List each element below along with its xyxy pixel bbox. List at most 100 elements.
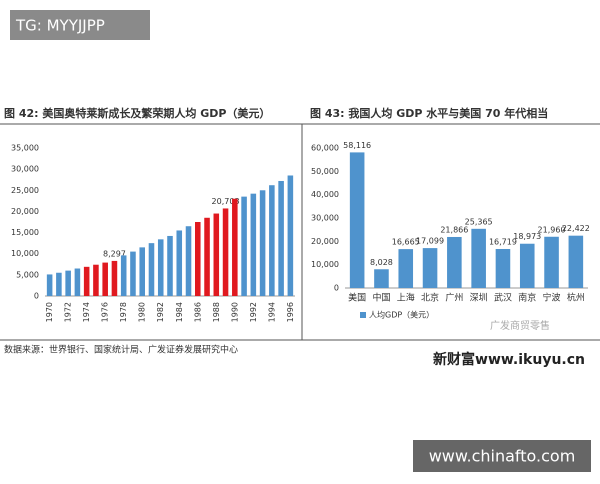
y-tick-label: 35,000 [11,144,39,153]
weibo-mark: 广发商贸零售 [490,319,550,332]
x-tick-label: 杭州 [567,292,585,304]
y-tick-label: 30,000 [11,165,39,174]
bar [471,228,486,288]
y-tick-label: 5,000 [16,270,39,279]
bar [46,274,53,296]
bar [176,230,183,296]
bar [130,251,136,296]
y-tick-label: 10,000 [311,260,339,269]
bar [56,272,62,296]
bar [398,249,414,288]
x-tick-label: 上海 [397,292,415,304]
x-tick-label: 1984 [175,302,184,322]
x-tick-label: 1986 [193,302,202,322]
x-tick-label: 1996 [286,302,295,322]
bar [232,198,238,296]
y-tick-label: 25,000 [11,186,39,195]
bottom-box [413,440,591,472]
data-label: 16,665 [392,238,420,247]
bar [250,193,257,296]
data-label: 8,028 [370,258,393,267]
bar [148,243,155,296]
bar [157,239,164,296]
x-tick-label: 武汉 [494,292,512,304]
x-tick-label: 南京 [518,292,536,304]
x-tick-label: 宁波 [543,292,561,304]
bar [544,236,559,288]
data-label: 25,365 [465,217,493,226]
x-tick-label: 深圳 [470,293,488,304]
bar [93,264,99,296]
data-label: 16,719 [489,237,517,246]
x-tick-label: 1976 [101,302,110,322]
bar [278,180,284,296]
data-label: 17,099 [416,237,444,246]
bar [241,196,247,296]
bar [422,248,438,288]
bar [74,268,81,296]
bar [349,152,365,288]
x-tick-label: 中国 [372,292,390,304]
bar [213,213,220,296]
chart-title: 图 42: 美国奥特莱斯成长及繁荣期人均 GDP（美元） [4,106,270,120]
data-label: 8,297 [103,249,126,258]
x-tick-label: 1970 [45,302,54,322]
source: 数据来源：世界银行、国家统计局、广发证券发展研究中心 [4,344,238,356]
x-tick-label: 1988 [212,302,221,322]
bar [495,248,511,288]
x-tick-label: 1992 [249,302,258,322]
bar [65,270,71,296]
legend-label: 人均GDP（美元） [369,310,434,320]
bar [195,222,201,296]
bar [287,175,294,296]
x-tick-label: 北京 [421,292,439,304]
bar [447,236,462,288]
x-tick-label: 1978 [119,302,128,322]
data-label: 20,703 [212,197,240,206]
bar [83,266,90,296]
tag-box [10,10,150,40]
x-tick-label: 1972 [64,302,73,322]
x-tick-label: 美国 [348,292,366,304]
bar [222,208,229,296]
bar [111,260,118,296]
data-label: 22,422 [562,224,590,233]
y-tick-label: 20,000 [311,237,339,246]
y-tick-label: 0 [334,284,339,293]
y-tick-label: 0 [34,292,39,301]
bar [568,235,584,288]
data-label: 58,116 [343,141,371,150]
legend-swatch [360,312,366,318]
bar [374,269,389,288]
data-label: 21,960 [538,225,566,234]
y-tick-label: 30,000 [311,214,339,223]
bar [259,190,266,296]
x-tick-label: 1990 [230,302,239,322]
bar [204,217,210,296]
y-tick-label: 40,000 [311,190,339,199]
bar [269,185,275,296]
x-tick-label: 1982 [156,302,165,322]
bar [185,226,192,296]
x-tick-label: 1980 [138,302,147,322]
bar [102,262,108,296]
x-tick-label: 1974 [82,302,91,322]
y-tick-label: 15,000 [11,228,39,237]
logo-text: 新财富www.ikuyu.cn [433,351,585,368]
bar [167,235,173,296]
tag-text: TG: MYYJJPP [15,17,105,35]
data-label: 18,973 [513,232,541,241]
bar [139,247,145,296]
y-tick-label: 60,000 [311,144,339,153]
bar [519,243,535,288]
y-tick-label: 20,000 [11,207,39,216]
x-tick-label: 1994 [267,302,276,322]
bar [120,255,127,296]
chart-title: 图 43: 我国人均 GDP 水平与美国 70 年代相当 [310,106,548,120]
y-tick-label: 10,000 [11,249,39,258]
bottom-text: www.chinafto.com [429,447,576,466]
x-tick-label: 广州 [445,292,463,304]
data-label: 21,866 [440,225,468,234]
